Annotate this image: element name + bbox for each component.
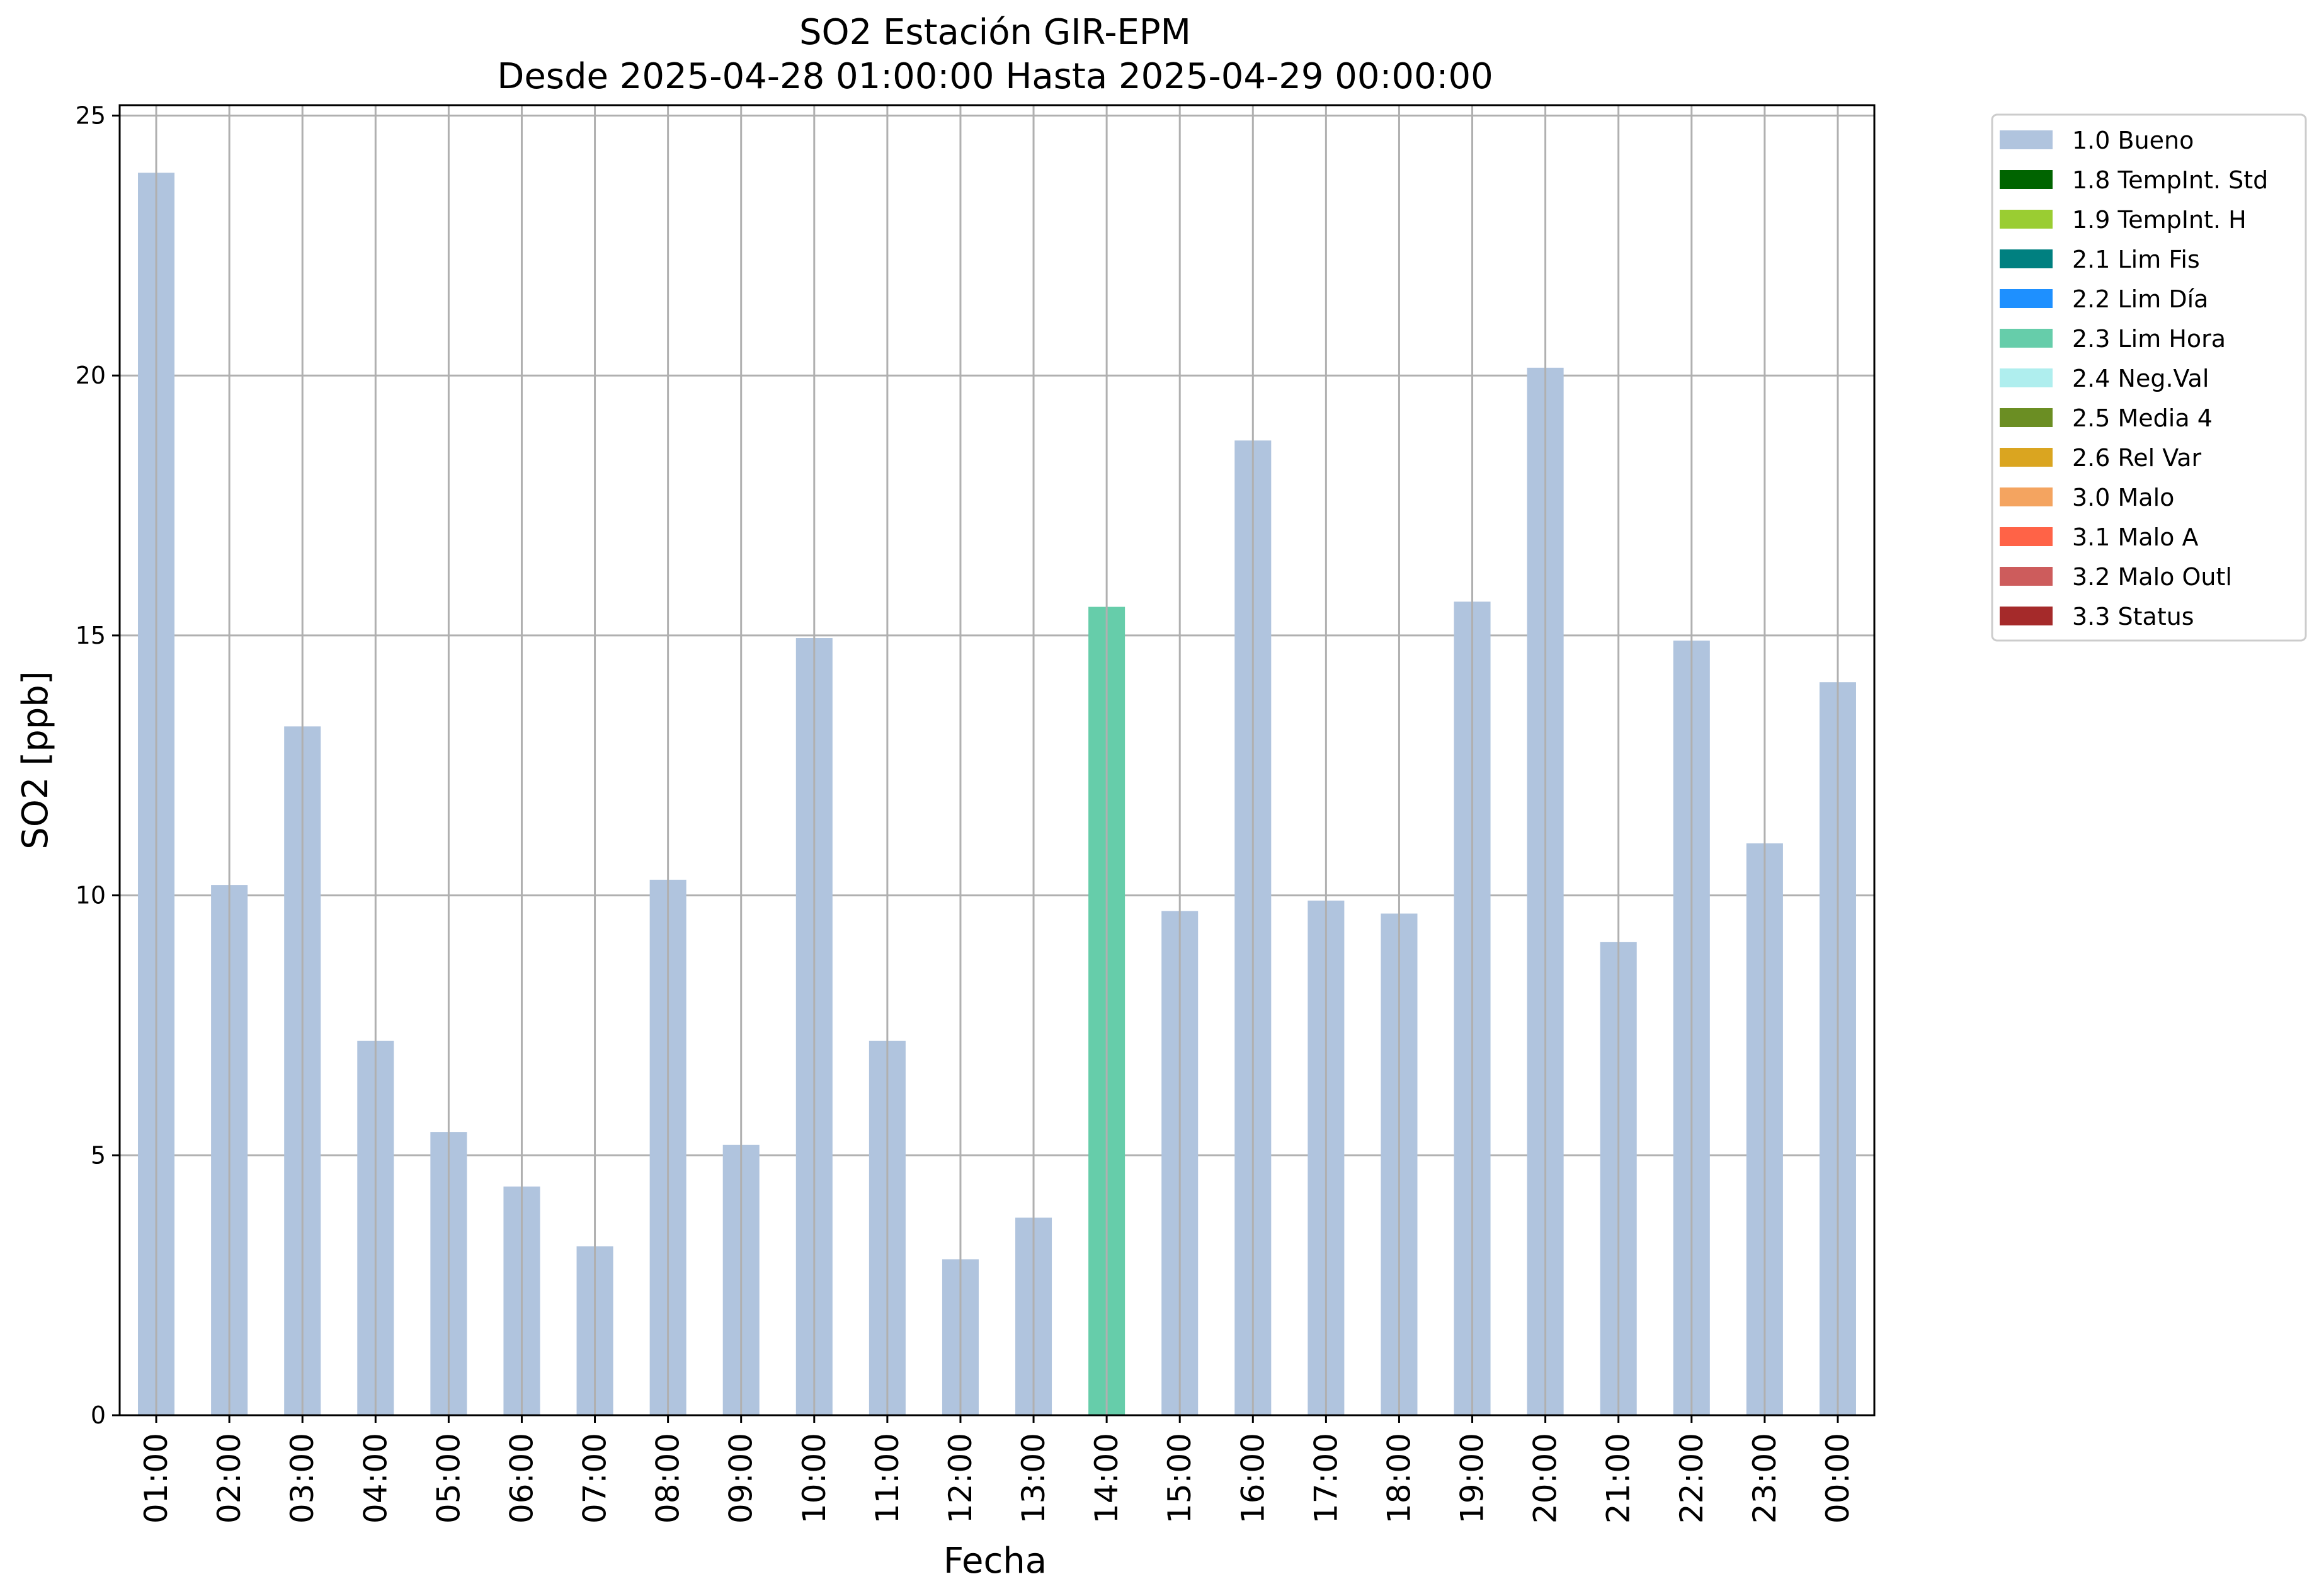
legend-label: 2.3 Lim Hora xyxy=(2072,325,2226,353)
x-tick-label: 23:00 xyxy=(1746,1433,1783,1524)
x-tick-label: 07:00 xyxy=(577,1433,613,1524)
x-tick-label: 22:00 xyxy=(1673,1433,1710,1524)
x-tick-label: 01:00 xyxy=(138,1433,174,1524)
x-tick-label: 00:00 xyxy=(1820,1433,1856,1524)
x-axis-ticks: 01:00 02:00 03:00 04:00 05:00 06:00 07:00 08:00… xyxy=(138,1415,1856,1524)
bars xyxy=(138,173,1856,1416)
x-axis-label: Fecha xyxy=(943,1541,1047,1582)
x-tick-label: 15:00 xyxy=(1161,1433,1198,1524)
x-tick-label: 03:00 xyxy=(284,1433,321,1524)
legend-label: 3.1 Malo A xyxy=(2072,523,2198,551)
legend-swatch xyxy=(2000,527,2053,546)
x-tick-label: 09:00 xyxy=(723,1433,760,1524)
x-tick-label: 13:00 xyxy=(1015,1433,1052,1524)
legend-swatch xyxy=(2000,210,2053,229)
x-tick-label: 18:00 xyxy=(1381,1433,1417,1524)
legend-swatch xyxy=(2000,607,2053,625)
legend-label: 1.9 TempInt. H xyxy=(2072,206,2247,234)
y-tick-label: 15 xyxy=(76,622,106,649)
x-tick-label: 02:00 xyxy=(211,1433,248,1524)
x-tick-label: 04:00 xyxy=(357,1433,394,1524)
y-tick-label: 20 xyxy=(76,362,106,389)
legend-swatch xyxy=(2000,130,2053,149)
legend-label: 2.5 Media 4 xyxy=(2072,404,2213,432)
legend-label: 2.1 Lim Fis xyxy=(2072,246,2200,273)
chart-subtitle: Desde 2025-04-28 01:00:00 Hasta 2025-04-… xyxy=(497,56,1493,97)
legend-label: 2.6 Rel Var xyxy=(2072,444,2202,472)
x-tick-label: 21:00 xyxy=(1600,1433,1637,1524)
x-tick-label: 20:00 xyxy=(1527,1433,1564,1524)
legend-swatch xyxy=(2000,567,2053,586)
x-tick-label: 08:00 xyxy=(650,1433,687,1524)
legend-swatch xyxy=(2000,487,2053,506)
legend-label: 2.4 Neg.Val xyxy=(2072,365,2209,392)
x-tick-label: 19:00 xyxy=(1454,1433,1491,1524)
x-tick-label: 05:00 xyxy=(430,1433,467,1524)
x-tick-label: 11:00 xyxy=(869,1433,906,1524)
x-tick-label: 16:00 xyxy=(1234,1433,1271,1524)
legend-swatch xyxy=(2000,289,2053,308)
y-tick-label: 25 xyxy=(76,102,106,130)
legend-label: 3.3 Status xyxy=(2072,603,2194,630)
legend-label: 1.8 TempInt. Std xyxy=(2072,166,2268,194)
y-tick-label: 0 xyxy=(91,1401,106,1429)
legend-label: 3.2 Malo Outl xyxy=(2072,563,2232,591)
legend-label: 3.0 Malo xyxy=(2072,484,2174,511)
x-tick-label: 17:00 xyxy=(1308,1433,1344,1524)
legend-swatch xyxy=(2000,408,2053,427)
x-tick-label: 06:00 xyxy=(503,1433,540,1524)
legend-swatch xyxy=(2000,329,2053,348)
vertical-grid-lines xyxy=(155,105,1839,1415)
legend: 1.0 Bueno 1.8 TempInt. Std 1.9 TempInt. H 2… xyxy=(1991,113,2307,642)
chart-title: SO2 Estación GIR-EPM xyxy=(799,12,1191,53)
legend-swatch xyxy=(2000,448,2053,467)
y-axis-ticks: 0 5 10 15 20 25 xyxy=(76,102,120,1429)
y-axis-label: SO2 [ppb] xyxy=(15,671,56,849)
x-tick-label: 12:00 xyxy=(942,1433,979,1524)
legend-box xyxy=(1991,113,2307,642)
plot-frame xyxy=(118,104,1876,1416)
y-tick-label: 5 xyxy=(91,1141,106,1169)
legend-swatch xyxy=(2000,170,2053,189)
legend-label: 2.2 Lim Día xyxy=(2072,285,2208,313)
y-tick-label: 10 xyxy=(76,882,106,909)
x-tick-label: 14:00 xyxy=(1088,1433,1125,1524)
legend-label: 1.0 Bueno xyxy=(2072,127,2194,154)
legend-swatch xyxy=(2000,368,2053,387)
x-tick-label: 10:00 xyxy=(796,1433,833,1524)
legend-swatch xyxy=(2000,249,2053,268)
